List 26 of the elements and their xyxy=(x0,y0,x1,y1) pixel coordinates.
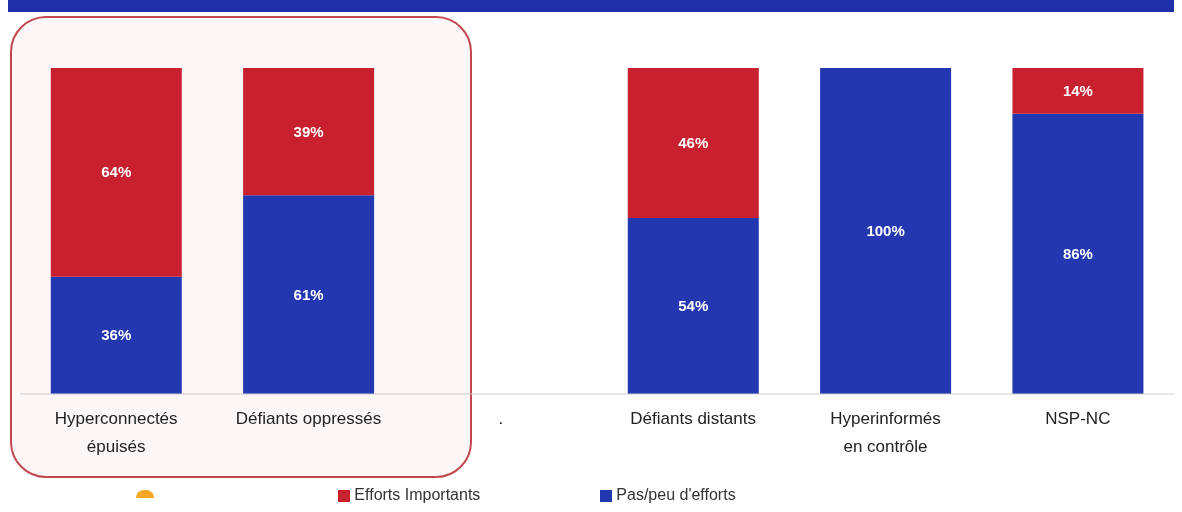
x-tick-label: Défiants oppressés xyxy=(235,409,382,428)
x-tick-label: . xyxy=(498,409,504,428)
bar xyxy=(627,217,759,394)
bar xyxy=(1012,113,1144,394)
bar xyxy=(50,68,182,277)
x-tick-label: Défiants distants xyxy=(630,409,757,428)
data-label: 39% xyxy=(293,122,324,140)
legend-label: Pas/peu d'efforts xyxy=(616,486,736,503)
x-tick-label: Hyperinformés en contrôle xyxy=(830,409,941,456)
data-label: 36% xyxy=(101,326,132,344)
x-tick-label: NSP-NC xyxy=(1045,409,1111,428)
data-label: 61% xyxy=(293,285,324,303)
data-label: 54% xyxy=(678,296,709,314)
bar xyxy=(1012,68,1144,114)
x-tick-label: Hyperconnectés épuisés xyxy=(54,409,178,456)
data-label: 100% xyxy=(866,222,905,239)
bar xyxy=(243,195,375,394)
data-label: 64% xyxy=(101,163,132,181)
bar xyxy=(243,68,375,196)
legend-label: Efforts Importants xyxy=(354,486,481,503)
data-label: 46% xyxy=(678,133,709,151)
data-label: 86% xyxy=(1062,244,1093,262)
bar xyxy=(820,68,952,394)
bar xyxy=(50,276,182,394)
data-label: 14% xyxy=(1062,81,1093,99)
bar xyxy=(627,68,759,218)
